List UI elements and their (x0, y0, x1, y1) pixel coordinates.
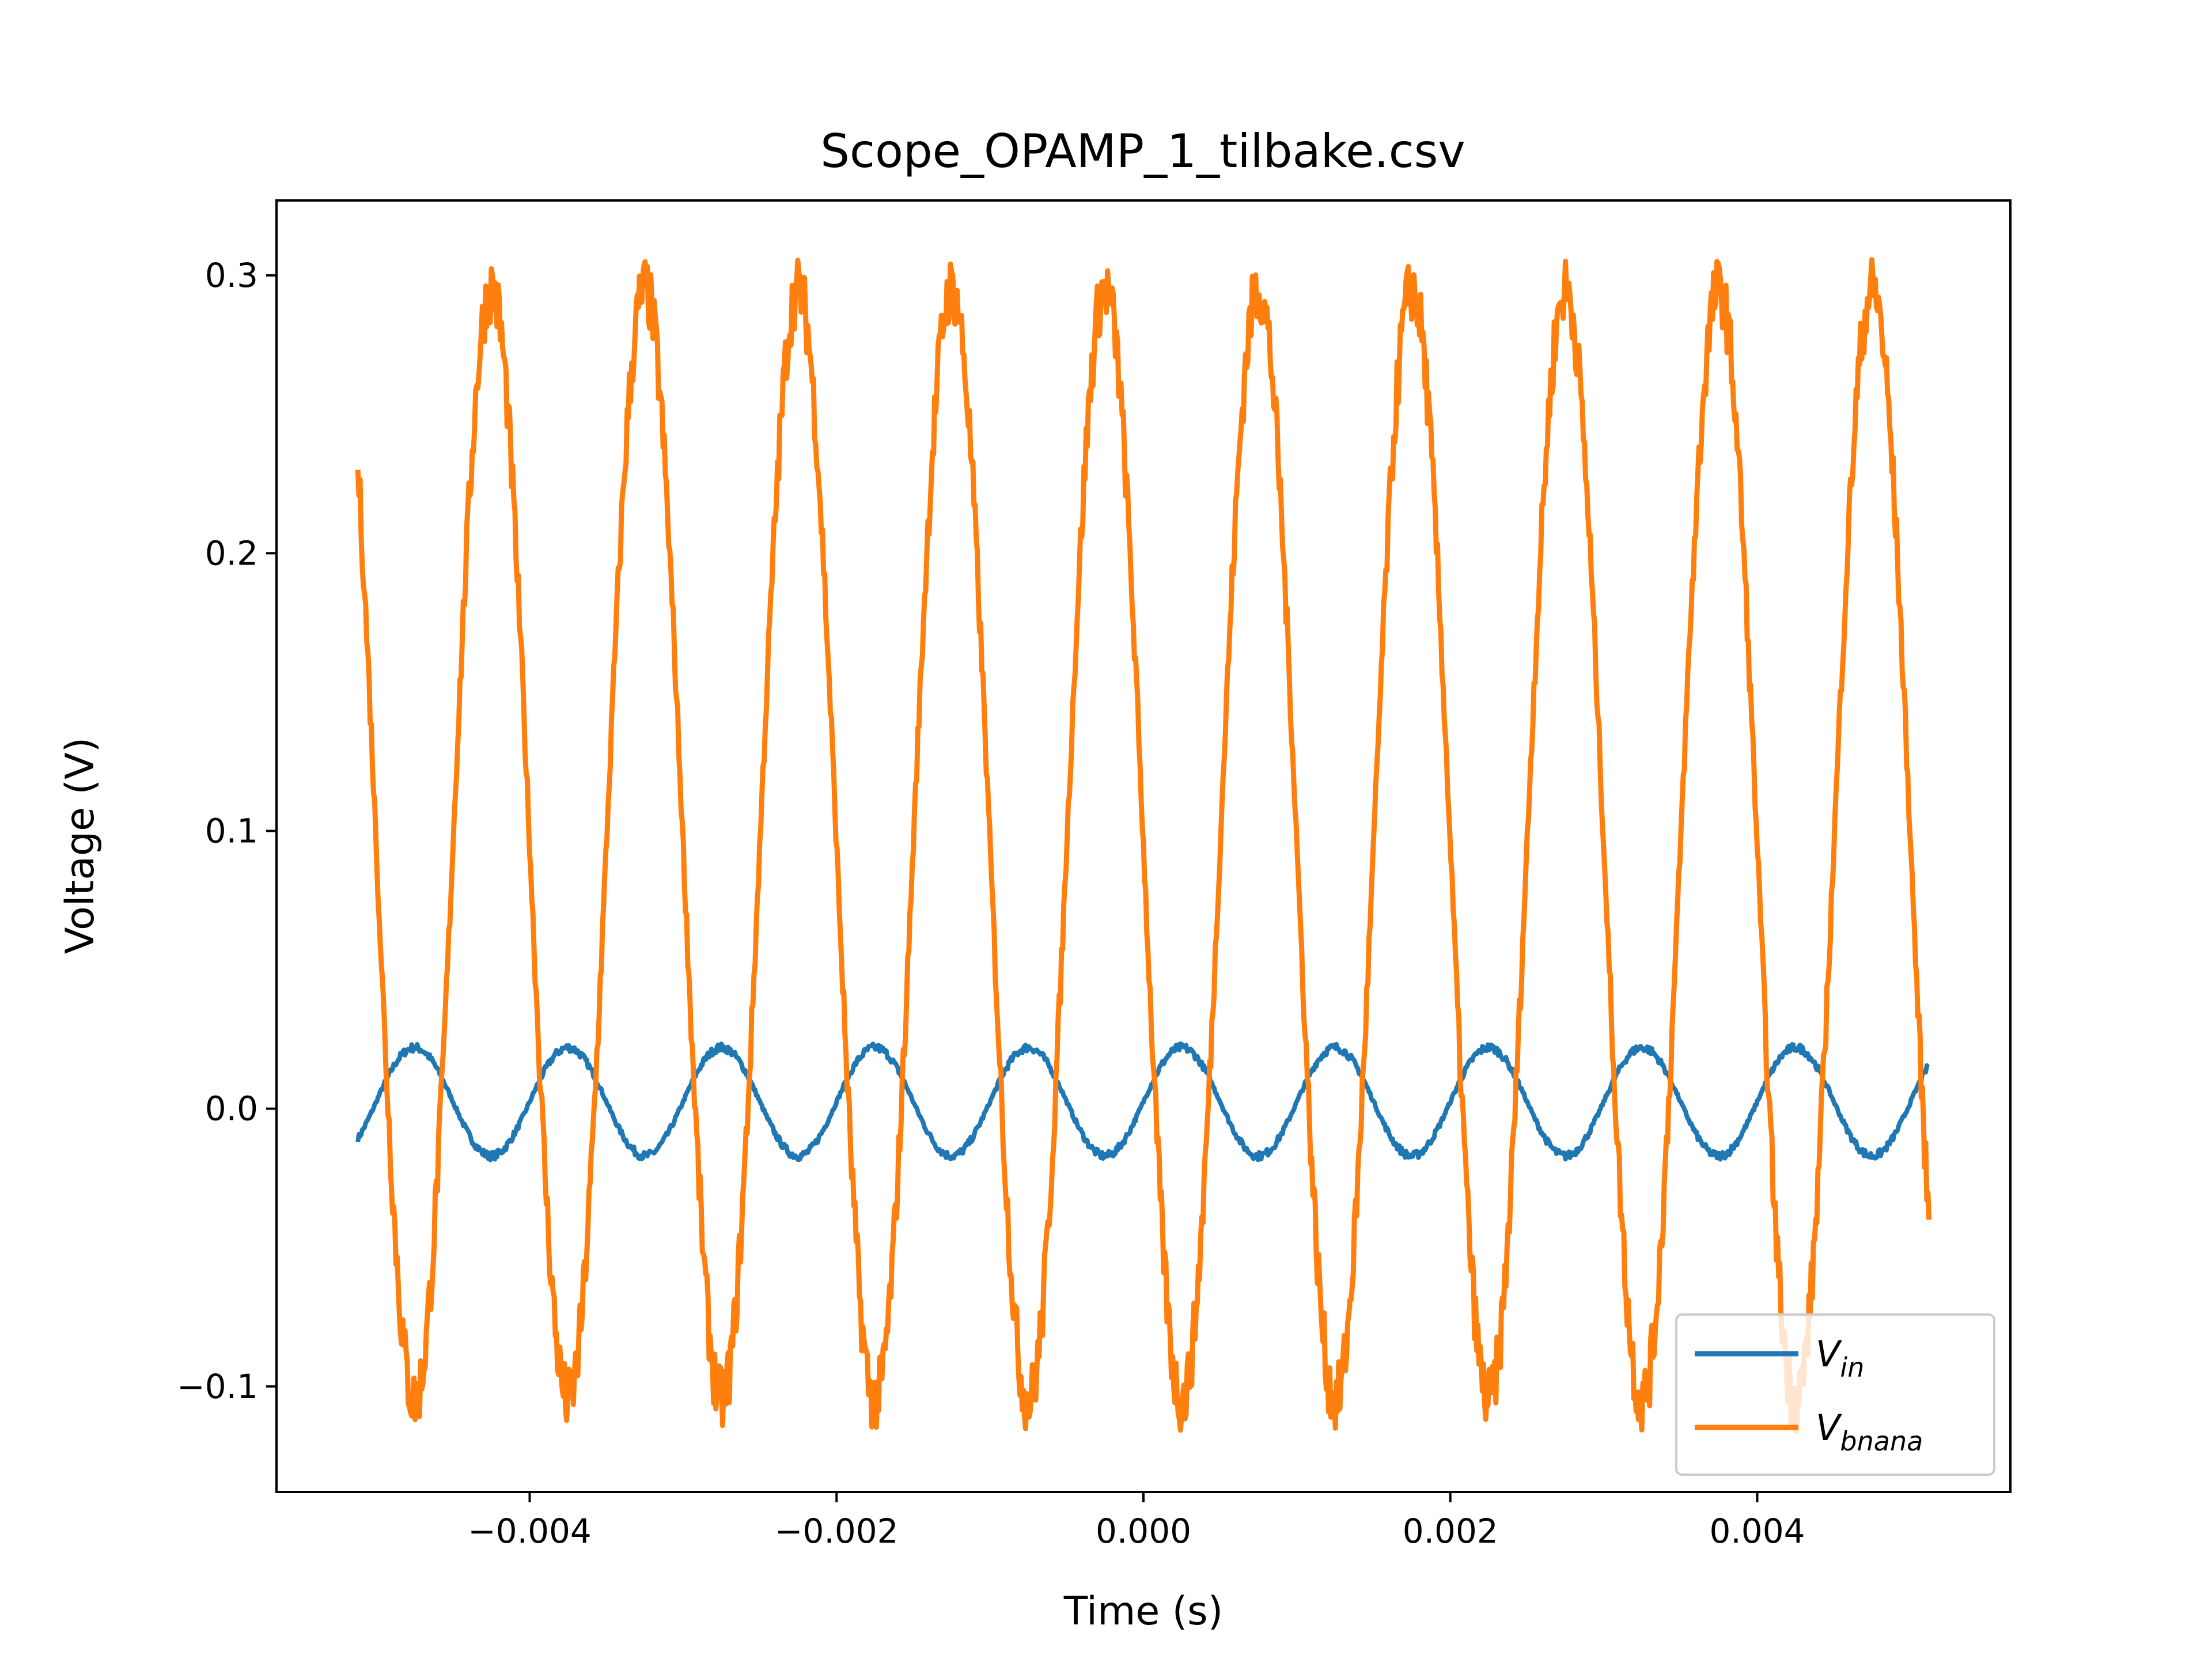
legend-label: Vin (1816, 1333, 1864, 1383)
x-tick-label: 0.000 (1096, 1512, 1191, 1551)
x-axis-label: Time (s) (1063, 1589, 1224, 1634)
x-tick-label: 0.004 (1709, 1512, 1805, 1551)
chart-title: Scope_OPAMP_1_tilbake.csv (820, 124, 1465, 178)
x-tick-label: −0.002 (775, 1512, 899, 1551)
y-tick-label: 0.2 (205, 533, 258, 573)
y-axis-ticks: −0.1 0.0 0.1 0.2 0.3 (177, 256, 276, 1406)
series-layer (355, 257, 1932, 1434)
series-line-v-in (355, 1041, 1930, 1162)
x-tick-label: 0.002 (1403, 1512, 1498, 1551)
y-tick-label: 0.0 (205, 1089, 258, 1128)
legend: Vin Vbnana (1675, 1313, 1995, 1476)
x-axis-ticks: −0.004 −0.002 0.000 0.002 0.004 (468, 1492, 1805, 1551)
y-tick-label: 0.3 (205, 256, 258, 295)
legend-label: Vbnana (1816, 1407, 1923, 1457)
x-tick-label: −0.004 (468, 1512, 592, 1551)
y-tick-label: −0.1 (177, 1367, 258, 1406)
y-tick-label: 0.1 (205, 811, 258, 850)
y-axis-label: Voltage (V) (58, 737, 103, 954)
series-line-v-bnana (355, 257, 1932, 1434)
